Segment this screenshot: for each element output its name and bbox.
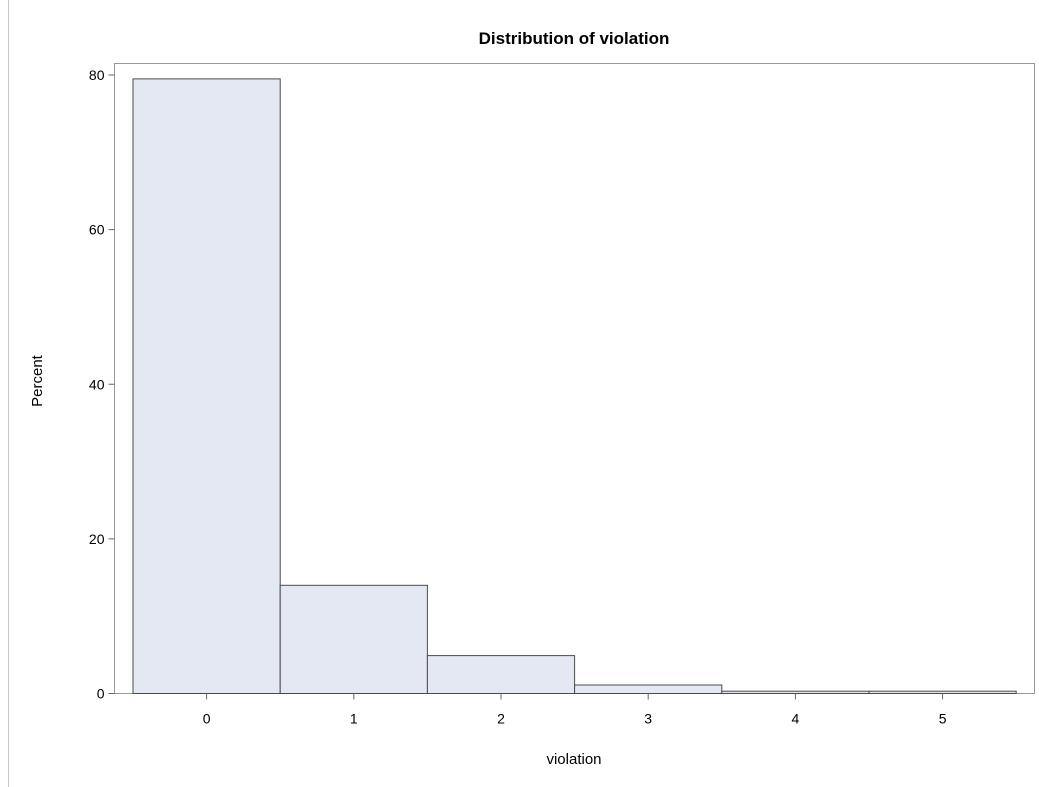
histogram-bar-3 — [574, 684, 723, 694]
y-tick-label: 0 — [97, 686, 105, 702]
x-tick-label: 0 — [203, 711, 211, 727]
y-tick-label: 60 — [89, 222, 105, 238]
y-tick-label: 20 — [89, 531, 105, 547]
y-tick-label: 40 — [89, 376, 105, 392]
chart-title: Distribution of violation — [479, 29, 670, 48]
x-tick-label: 3 — [644, 711, 652, 727]
histogram-bar-5 — [868, 690, 1017, 695]
y-tick-label: 80 — [89, 67, 105, 83]
x-tick-label: 1 — [350, 711, 358, 727]
y-axis: 0 20 40 60 80 — [89, 67, 115, 702]
y-axis-label: Percent — [29, 354, 46, 407]
histogram-bar-1 — [279, 584, 428, 694]
histogram-bar-0 — [132, 78, 281, 694]
x-tick-label: 2 — [497, 711, 505, 727]
histogram-bar-2 — [426, 655, 576, 694]
x-tick-label: 5 — [939, 711, 947, 727]
bars-layer — [132, 78, 1017, 695]
x-tick-label: 4 — [792, 711, 800, 727]
histogram-bar-4 — [721, 690, 870, 695]
x-axis: 0 1 2 3 4 5 — [203, 693, 947, 727]
x-axis-label: violation — [546, 751, 601, 768]
